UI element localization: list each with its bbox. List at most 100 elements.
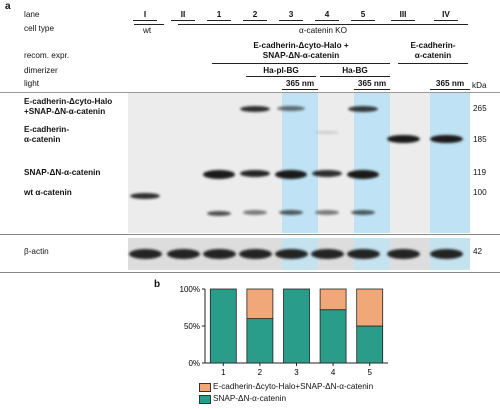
cell-type-wt: wt	[143, 26, 152, 35]
lane-label-3: 3	[288, 10, 294, 19]
recom-group1-l1: E-cadherin-Δcyto-Halo +	[253, 41, 349, 50]
band-25	[429, 249, 463, 259]
row-header-cell-type: cell type	[24, 24, 55, 33]
y-tick-label-2: 100%	[180, 285, 200, 294]
lane-label-1: 1	[216, 10, 222, 19]
bar-4-s0	[319, 309, 347, 364]
bar-2-s1	[246, 288, 274, 320]
recom-group2-l1: E-cadherin-	[410, 41, 456, 50]
recom-group2-l2: α-catenin	[414, 51, 452, 60]
lane-label-4: 4	[324, 10, 330, 19]
band-20	[238, 249, 272, 259]
lane-label-IV: IV	[442, 10, 450, 19]
light-line-3	[430, 89, 470, 90]
ko-line	[178, 24, 468, 25]
x-tick-label-3: 3	[294, 368, 299, 377]
light-lane-IV	[430, 93, 470, 233]
actin-divider-bottom	[0, 272, 500, 273]
light-lane-5	[354, 93, 390, 233]
lane-label-5: 5	[360, 10, 366, 19]
panel-a-letter: a	[5, 1, 11, 12]
band-label-snap: SNAP-ΔN-α-catenin	[24, 168, 101, 177]
lane-label-I: I	[143, 10, 147, 19]
band-14	[315, 131, 339, 134]
x-tick-label-1: 1	[221, 368, 226, 377]
dimerizer-line-2	[320, 76, 390, 77]
band-19	[202, 249, 236, 259]
band-9	[315, 210, 339, 215]
band-6	[207, 211, 231, 216]
band-5	[347, 170, 379, 179]
light-1: 365 nm	[285, 79, 315, 88]
dimerizer-2: Ha-BG	[342, 66, 368, 75]
band-18	[166, 249, 200, 259]
band-label-actin: β-actin	[24, 247, 49, 256]
legend-label-snap: SNAP-ΔN-α-catenin	[213, 394, 286, 403]
band-3	[275, 170, 307, 179]
band-1	[203, 170, 235, 179]
band-23	[346, 249, 380, 259]
band-12	[276, 106, 306, 111]
lane-underline-II	[171, 20, 195, 21]
dimerizer-line-1	[246, 76, 316, 77]
lane-underline-1	[207, 20, 231, 21]
lane-underline-IV	[434, 20, 458, 21]
bar-1-s0	[209, 288, 237, 364]
band-13	[348, 106, 378, 112]
lane-label-II: II	[180, 10, 186, 19]
mw-42: 42	[473, 247, 483, 256]
recom-group1-line	[212, 63, 390, 64]
lane-underline-5	[351, 20, 375, 21]
y-tick-label-1: 50%	[184, 322, 200, 331]
x-tick-label-5: 5	[367, 368, 372, 377]
band-label-complex-a: E-cadherin-Δcyto-Halo	[24, 97, 113, 106]
x-tick-label-4: 4	[331, 368, 336, 377]
band-7	[243, 210, 267, 215]
band-label-wt: wt α-catenin	[24, 188, 72, 197]
recom-group1-l2: SNAP-ΔN-α-catenin	[262, 51, 340, 60]
mw-100: 100	[473, 188, 487, 197]
header-divider	[0, 92, 500, 93]
bar-5-s0	[356, 325, 384, 364]
bar-2-s0	[246, 318, 274, 364]
lane-underline-I	[133, 20, 157, 21]
band-21	[274, 249, 308, 259]
light-lane-3	[282, 93, 318, 233]
dimerizer-1: Ha-pl-BG	[263, 66, 299, 75]
mw-185: 185	[473, 135, 487, 144]
light-3: 365 nm	[435, 79, 465, 88]
row-header-recom: recom. expr.	[24, 51, 70, 60]
lane-underline-III	[391, 20, 415, 21]
lane-label-III: III	[399, 10, 407, 19]
row-header-lane: lane	[24, 10, 40, 19]
kda-label: kDa	[472, 81, 487, 90]
mw-265: 265	[473, 104, 487, 113]
panel-b-letter: b	[154, 279, 161, 290]
light-line-2	[354, 89, 390, 90]
band-2	[240, 170, 270, 177]
x-tick-label-2: 2	[258, 368, 263, 377]
light-line-1	[282, 89, 318, 90]
legend-label-complex: E-cadherin-Δcyto-Halo+SNAP-ΔN-α-catenin	[213, 382, 374, 391]
band-label-complex-b: +SNAP-ΔN-α-catenin	[24, 107, 106, 116]
cell-type-ko: α-catenin KO	[299, 26, 347, 35]
actin-divider-top	[0, 234, 500, 235]
legend-swatch-snap	[199, 395, 211, 404]
y-tick-label-0: 0%	[188, 359, 200, 368]
lane-underline-2	[243, 20, 267, 21]
bar-5-s1	[356, 288, 384, 327]
band-17	[128, 249, 162, 259]
band-24	[386, 249, 420, 259]
bar-3-s0	[283, 288, 310, 364]
band-11	[240, 106, 270, 112]
lane-underline-3	[279, 20, 303, 21]
wt-line	[134, 24, 164, 25]
band-16	[429, 135, 463, 143]
band-8	[279, 210, 303, 215]
lane-label-2: 2	[252, 10, 258, 19]
band-10	[351, 210, 375, 215]
band-label-ecad-b: α-catenin	[24, 135, 61, 144]
band-15	[386, 135, 420, 143]
light-2: 365 nm	[357, 79, 387, 88]
lane-underline-4	[315, 20, 339, 21]
